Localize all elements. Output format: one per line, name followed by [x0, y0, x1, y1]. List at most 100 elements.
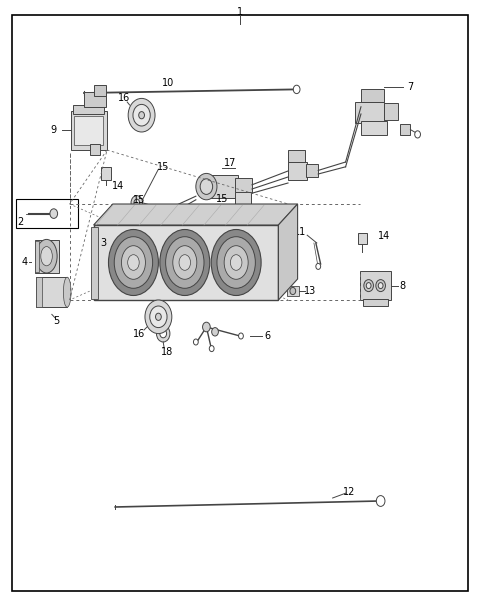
Text: 3: 3 — [100, 238, 106, 248]
Circle shape — [239, 333, 243, 339]
FancyBboxPatch shape — [12, 15, 468, 591]
Ellipse shape — [114, 236, 153, 289]
Text: 15: 15 — [133, 196, 145, 205]
Ellipse shape — [121, 246, 145, 280]
Circle shape — [156, 313, 161, 320]
Circle shape — [209, 346, 214, 352]
Circle shape — [376, 280, 385, 292]
Bar — [384, 103, 398, 120]
Ellipse shape — [36, 239, 57, 273]
Text: 15: 15 — [216, 194, 228, 204]
Circle shape — [378, 283, 383, 289]
Text: 4: 4 — [22, 257, 28, 266]
Circle shape — [145, 300, 172, 334]
Polygon shape — [278, 204, 298, 300]
Circle shape — [160, 329, 167, 338]
Bar — [74, 116, 103, 145]
Circle shape — [134, 199, 140, 206]
Bar — [360, 271, 391, 300]
Bar — [91, 227, 98, 299]
Bar — [358, 233, 367, 244]
Bar — [361, 89, 384, 102]
Text: 17: 17 — [224, 158, 237, 168]
Text: 14: 14 — [378, 231, 390, 241]
Text: 2: 2 — [17, 217, 24, 227]
Circle shape — [156, 325, 170, 342]
Circle shape — [415, 131, 420, 138]
Text: 7: 7 — [407, 82, 414, 92]
Ellipse shape — [108, 229, 158, 295]
Circle shape — [293, 85, 300, 94]
Bar — [288, 150, 305, 162]
Text: 18: 18 — [161, 347, 173, 357]
Bar — [355, 102, 384, 123]
Circle shape — [290, 287, 296, 295]
Bar — [94, 85, 106, 96]
Text: 11: 11 — [294, 227, 306, 236]
Bar — [35, 241, 39, 272]
Bar — [235, 178, 252, 193]
Circle shape — [213, 217, 219, 224]
Bar — [16, 199, 78, 228]
Circle shape — [133, 104, 150, 126]
Bar — [73, 105, 104, 114]
Ellipse shape — [173, 246, 197, 280]
Bar — [235, 192, 251, 205]
Bar — [101, 167, 111, 180]
Ellipse shape — [128, 254, 139, 270]
Text: 5: 5 — [53, 316, 60, 326]
Bar — [400, 124, 410, 135]
Bar — [90, 144, 100, 155]
Text: 14: 14 — [111, 181, 124, 191]
Ellipse shape — [179, 254, 191, 270]
Text: 1: 1 — [237, 7, 243, 17]
Text: 16: 16 — [118, 94, 130, 103]
Text: 10: 10 — [162, 78, 174, 88]
Ellipse shape — [211, 229, 261, 295]
Ellipse shape — [166, 236, 204, 289]
Circle shape — [50, 209, 58, 218]
Ellipse shape — [41, 247, 52, 266]
Circle shape — [131, 196, 143, 210]
Circle shape — [364, 280, 373, 292]
Text: 16: 16 — [133, 329, 145, 338]
Circle shape — [203, 322, 210, 332]
Text: 15: 15 — [157, 162, 169, 172]
Circle shape — [150, 306, 167, 328]
Ellipse shape — [63, 277, 71, 307]
Bar — [84, 92, 106, 107]
Bar — [206, 175, 238, 198]
Bar — [287, 286, 299, 296]
Circle shape — [376, 496, 385, 506]
Ellipse shape — [224, 246, 248, 280]
Text: 6: 6 — [265, 331, 271, 341]
Text: 12: 12 — [343, 487, 356, 497]
Circle shape — [196, 173, 217, 200]
Ellipse shape — [217, 236, 255, 289]
Text: 9: 9 — [50, 125, 57, 135]
Polygon shape — [94, 204, 298, 225]
Bar — [361, 121, 387, 135]
Bar — [35, 240, 59, 273]
Bar — [36, 277, 67, 307]
Circle shape — [124, 208, 130, 215]
Bar — [363, 299, 388, 306]
Text: 13: 13 — [303, 286, 316, 296]
Bar — [306, 164, 318, 177]
Text: 8: 8 — [399, 281, 405, 290]
Circle shape — [316, 263, 321, 269]
Bar — [36, 277, 42, 307]
Circle shape — [128, 98, 155, 132]
Circle shape — [121, 205, 133, 219]
Bar — [71, 111, 107, 150]
Circle shape — [200, 179, 213, 194]
Bar — [288, 162, 307, 180]
Circle shape — [139, 112, 144, 119]
Bar — [94, 225, 278, 300]
Circle shape — [366, 283, 371, 289]
Circle shape — [212, 328, 218, 336]
Circle shape — [193, 339, 198, 345]
Circle shape — [210, 213, 222, 227]
Ellipse shape — [160, 229, 210, 295]
Ellipse shape — [230, 254, 242, 270]
